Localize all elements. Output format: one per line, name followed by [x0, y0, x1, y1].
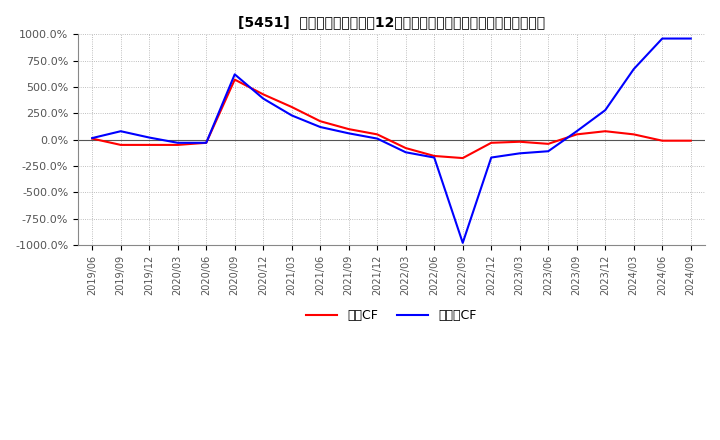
フリーCF: [686, 36, 695, 41]
Line: 営業CF: 営業CF: [92, 80, 690, 158]
営業CF: [88, 136, 96, 141]
フリーCF: [629, 66, 638, 72]
営業CF: [601, 128, 610, 134]
営業CF: [230, 77, 239, 82]
フリーCF: [230, 72, 239, 77]
営業CF: [287, 104, 296, 110]
営業CF: [686, 138, 695, 143]
フリーCF: [459, 240, 467, 246]
フリーCF: [88, 136, 96, 141]
フリーCF: [402, 150, 410, 155]
営業CF: [174, 142, 182, 147]
フリーCF: [174, 140, 182, 146]
フリーCF: [658, 36, 667, 41]
Title: [5451]  キャッシュフローの12か月移動合計の対前年同期増減率の推移: [5451] キャッシュフローの12か月移動合計の対前年同期増減率の推移: [238, 15, 545, 29]
フリーCF: [373, 136, 382, 141]
営業CF: [658, 138, 667, 143]
営業CF: [430, 153, 438, 158]
営業CF: [373, 132, 382, 137]
営業CF: [316, 118, 325, 124]
フリーCF: [544, 149, 552, 154]
フリーCF: [287, 113, 296, 118]
フリーCF: [145, 135, 153, 140]
営業CF: [487, 140, 495, 146]
フリーCF: [487, 155, 495, 160]
営業CF: [145, 142, 153, 147]
フリーCF: [601, 107, 610, 113]
営業CF: [572, 132, 581, 137]
フリーCF: [572, 128, 581, 134]
営業CF: [117, 142, 125, 147]
フリーCF: [344, 131, 353, 136]
営業CF: [402, 146, 410, 151]
フリーCF: [117, 128, 125, 134]
営業CF: [259, 92, 268, 97]
Line: フリーCF: フリーCF: [92, 39, 690, 243]
フリーCF: [316, 125, 325, 130]
営業CF: [629, 132, 638, 137]
フリーCF: [430, 155, 438, 160]
フリーCF: [202, 140, 210, 146]
営業CF: [459, 155, 467, 161]
営業CF: [344, 126, 353, 132]
Legend: 営業CF, フリーCF: 営業CF, フリーCF: [301, 304, 482, 327]
営業CF: [202, 140, 210, 146]
フリーCF: [516, 150, 524, 156]
営業CF: [544, 141, 552, 147]
営業CF: [516, 139, 524, 144]
フリーCF: [259, 96, 268, 101]
